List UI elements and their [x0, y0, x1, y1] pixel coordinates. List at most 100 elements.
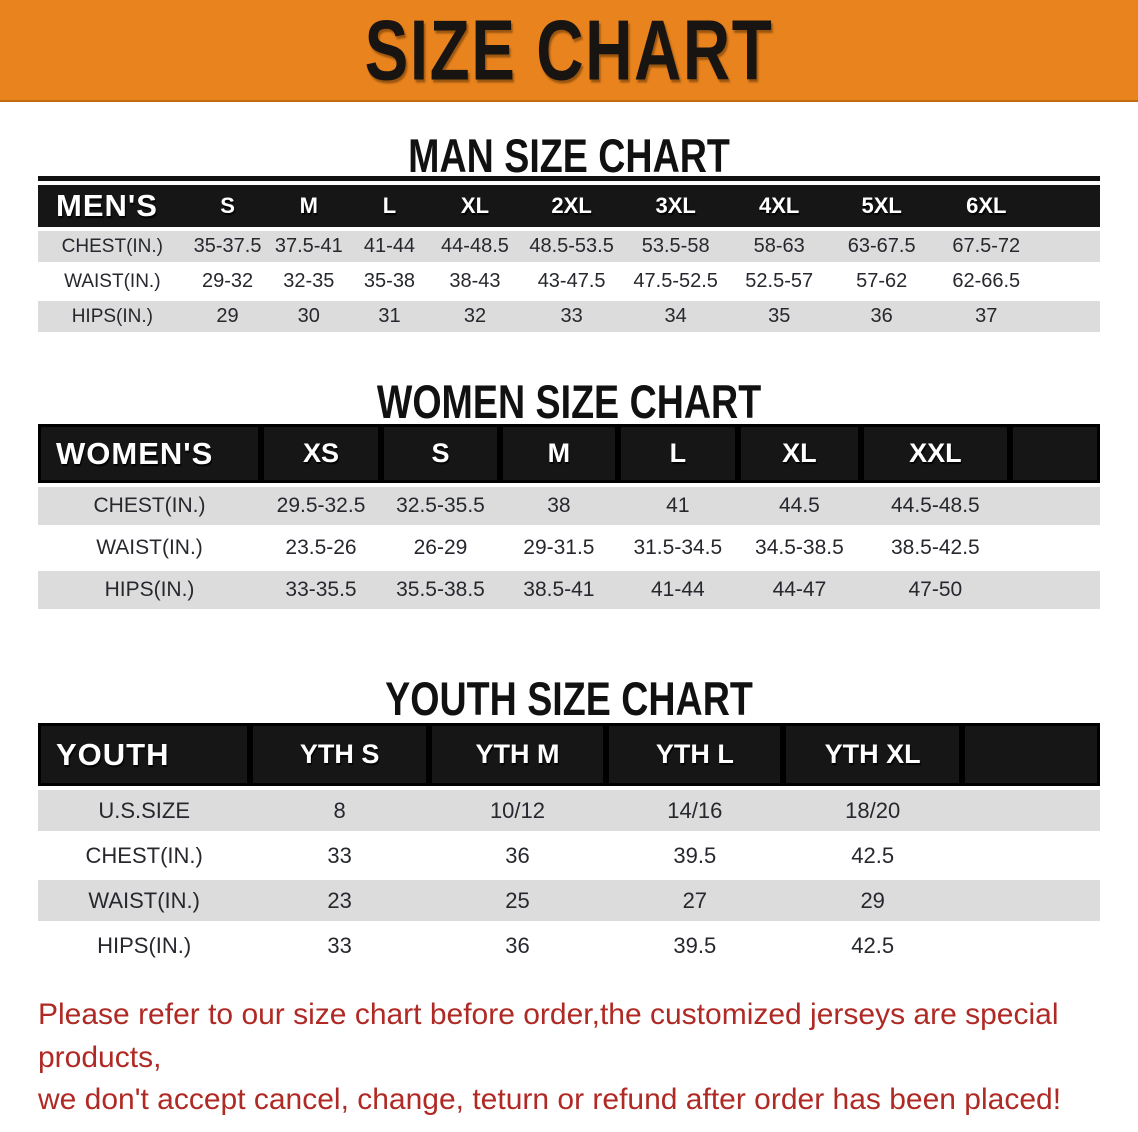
women-measure-value: 34.5-38.5	[737, 529, 862, 567]
men-measure-value: 62-66.5	[933, 266, 1040, 297]
women-size-column-header: XS	[261, 424, 382, 483]
youth-row-label: U.S.SIZE	[38, 790, 251, 831]
men-row-filler	[1039, 266, 1100, 297]
men-row-filler	[1039, 231, 1100, 262]
men-size-column-header: 5XL	[830, 185, 934, 227]
men-measure-value: 37	[933, 301, 1040, 332]
youth-measure-value: 25	[428, 880, 607, 921]
men-measure-value: 31	[349, 301, 430, 332]
youth-measure-value: 14/16	[606, 790, 784, 831]
men-measure-value: 38-43	[429, 266, 521, 297]
men-measure-value: 53.5-58	[623, 231, 729, 262]
youth-table-label: YOUTH	[38, 723, 251, 786]
youth-measure-value: 23	[250, 880, 429, 921]
youth-measure-value: 36	[428, 925, 607, 966]
men-size-column-header: 4XL	[728, 185, 831, 227]
men-table-label: MEN'S	[38, 185, 187, 227]
men-measure-value: 47.5-52.5	[623, 266, 729, 297]
youth-measure-value: 42.5	[783, 835, 962, 876]
youth-measure-value: 39.5	[606, 835, 784, 876]
men-header-filler	[1039, 185, 1100, 227]
women-measure-value: 44.5-48.5	[861, 487, 1010, 525]
women-row-filler	[1009, 571, 1100, 609]
men-measure-value: 41-44	[349, 231, 430, 262]
men-size-column-header: L	[349, 185, 430, 227]
men-measure-value: 32	[429, 301, 521, 332]
youth-section-title: YOUTH SIZE CHART	[385, 672, 753, 725]
youth-size-column-header: YTH M	[428, 723, 607, 786]
men-row-label: HIPS(IN.)	[38, 301, 187, 332]
youth-measure-value: 42.5	[783, 925, 962, 966]
youth-size-column-header: YTH S	[250, 723, 429, 786]
men-measure-value: 57-62	[830, 266, 934, 297]
youth-measure-value: 39.5	[606, 925, 784, 966]
women-measure-value: 23.5-26	[261, 529, 382, 567]
men-measure-value: 30	[268, 301, 350, 332]
men-size-column-header: M	[268, 185, 350, 227]
men-measure-value: 52.5-57	[728, 266, 831, 297]
women-size-column-header: XXL	[861, 424, 1010, 483]
women-measure-value: 26-29	[381, 529, 500, 567]
youth-measure-row: WAIST(IN.) 23 25 27 29	[38, 880, 1100, 921]
women-measure-row: WAIST(IN.) 23.5-26 26-29 29-31.5 31.5-34.5 34…	[38, 529, 1100, 567]
men-measure-value: 44-48.5	[429, 231, 521, 262]
men-measure-value: 36	[830, 301, 934, 332]
women-row-filler	[1009, 487, 1100, 525]
order-notice: Please refer to our size chart before or…	[38, 994, 1100, 1122]
order-notice-line2: we don't accept cancel, change, teturn o…	[38, 1083, 1062, 1117]
youth-row-filler	[961, 925, 1100, 966]
youth-measure-row: U.S.SIZE 8 10/12 14/16 18/20	[38, 790, 1100, 831]
youth-row-label: CHEST(IN.)	[38, 835, 251, 876]
youth-header-filler	[961, 723, 1100, 786]
women-header-filler	[1009, 424, 1100, 483]
women-measure-value: 41	[617, 487, 738, 525]
men-size-table: MEN'S S M L XL 2XL 3XL 4XL 5XL 6XL CHEST(IN.) 35-37…	[38, 181, 1100, 336]
women-measure-value: 29.5-32.5	[261, 487, 382, 525]
women-measure-value: 41-44	[617, 571, 738, 609]
youth-row-filler	[961, 880, 1100, 921]
men-measure-value: 35	[728, 301, 831, 332]
women-measure-value: 38.5-41	[499, 571, 618, 609]
women-section-title: WOMEN SIZE CHART	[376, 375, 762, 428]
men-row-label: CHEST(IN.)	[38, 231, 187, 262]
men-row-label: WAIST(IN.)	[38, 266, 187, 297]
women-measure-value: 35.5-38.5	[381, 571, 500, 609]
men-measure-value: 37.5-41	[268, 231, 350, 262]
men-measure-value: 32-35	[268, 266, 350, 297]
women-measure-value: 29-31.5	[499, 529, 618, 567]
women-measure-value: 32.5-35.5	[381, 487, 500, 525]
youth-table-wrap: YOUTH YTH S YTH M YTH L YTH XL U.S.SIZE 8 10/12…	[38, 719, 1100, 970]
men-measure-row: CHEST(IN.) 35-37.5 37.5-41 41-44 44-48.5 48.5…	[38, 231, 1100, 262]
youth-section: YOUTH SIZE CHART YOUTH YTH S YTH M YTH L YTH…	[0, 613, 1138, 970]
men-measure-value: 29-32	[186, 266, 269, 297]
youth-row-filler	[961, 835, 1100, 876]
men-measure-value: 67.5-72	[933, 231, 1040, 262]
men-measure-value: 63-67.5	[830, 231, 934, 262]
men-section: MAN SIZE CHART MEN'S S M L XL 2XL 3XL 4XL 5XL 6XL…	[0, 102, 1138, 336]
youth-size-table: YOUTH YTH S YTH M YTH L YTH XL U.S.SIZE 8 10/12…	[38, 719, 1100, 970]
men-size-column-header: XL	[429, 185, 521, 227]
youth-measure-value: 10/12	[428, 790, 607, 831]
women-measure-value: 33-35.5	[261, 571, 382, 609]
men-size-column-header: S	[186, 185, 269, 227]
men-measure-value: 29	[186, 301, 269, 332]
women-measure-value: 38	[499, 487, 618, 525]
women-size-table: WOMEN'S XS S M L XL XXL CHEST(IN.) 29.5-32.5 32.5…	[38, 420, 1100, 613]
women-measure-value: 44.5	[737, 487, 862, 525]
men-measure-value: 35-38	[349, 266, 430, 297]
men-measure-value: 58-63	[728, 231, 831, 262]
youth-size-column-header: YTH L	[606, 723, 784, 786]
women-measure-value: 47-50	[861, 571, 1010, 609]
men-measure-row: HIPS(IN.) 29 30 31 32 33 34 35 36 37	[38, 301, 1100, 332]
youth-row-label: WAIST(IN.)	[38, 880, 251, 921]
men-measure-row: WAIST(IN.) 29-32 32-35 35-38 38-43 43-47.5 47.…	[38, 266, 1100, 297]
women-size-column-header: M	[499, 424, 618, 483]
youth-header-row: YOUTH YTH S YTH M YTH L YTH XL	[38, 723, 1100, 786]
men-table-top-rule	[38, 176, 1100, 181]
youth-measure-value: 18/20	[783, 790, 962, 831]
women-size-column-header: S	[381, 424, 500, 483]
youth-measure-value: 27	[606, 880, 784, 921]
men-table-wrap: MEN'S S M L XL 2XL 3XL 4XL 5XL 6XL CHEST(IN.) 35-37…	[38, 176, 1100, 336]
youth-row-filler	[961, 790, 1100, 831]
